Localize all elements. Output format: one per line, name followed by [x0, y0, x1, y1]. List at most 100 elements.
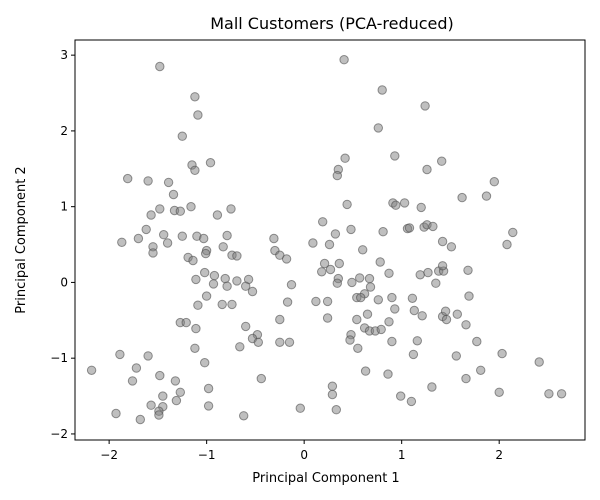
data-point	[322, 313, 333, 323]
data-point	[319, 258, 330, 269]
data-point	[412, 336, 422, 346]
data-point	[404, 223, 415, 233]
data-point	[365, 282, 376, 292]
data-point	[200, 267, 210, 278]
data-point	[464, 291, 474, 301]
data-point	[452, 309, 462, 319]
data-point	[171, 395, 182, 406]
data-point	[422, 164, 432, 175]
data-point	[135, 414, 146, 425]
data-point	[222, 281, 232, 291]
data-point	[362, 309, 373, 319]
x-tick-label: 1	[398, 448, 406, 462]
data-point	[352, 314, 362, 325]
data-point	[190, 343, 200, 353]
x-tick-label: 2	[495, 448, 503, 462]
data-point	[327, 389, 338, 400]
data-point	[437, 156, 447, 166]
data-point	[203, 401, 214, 411]
data-point	[117, 237, 127, 248]
data-point	[481, 191, 492, 201]
y-tick-label: 0	[60, 275, 68, 289]
data-point	[275, 314, 285, 325]
data-point	[175, 206, 186, 216]
data-point	[331, 405, 341, 415]
data-point	[86, 365, 97, 375]
data-point	[461, 373, 471, 384]
data-point	[227, 299, 237, 310]
data-point	[158, 391, 168, 401]
data-point	[168, 189, 179, 200]
data-point	[441, 314, 452, 325]
data-point	[415, 270, 425, 280]
data-point	[111, 408, 121, 419]
data-point	[346, 224, 356, 235]
data-point	[387, 292, 397, 303]
data-point	[408, 349, 419, 360]
data-point	[489, 177, 499, 187]
data-point	[390, 304, 400, 314]
data-point	[181, 317, 191, 328]
data-point	[383, 369, 393, 379]
data-point	[534, 357, 544, 367]
data-point	[476, 365, 486, 375]
data-point	[373, 295, 383, 305]
data-point	[235, 342, 245, 352]
data-point	[428, 221, 438, 232]
data-point	[457, 192, 467, 203]
data-point	[127, 376, 138, 386]
y-axis-label: Principal Component 2	[14, 166, 29, 313]
data-point	[241, 281, 251, 291]
y-tick-label: 1	[60, 200, 68, 214]
y-tick-label: 2	[60, 124, 68, 138]
data-point	[322, 296, 333, 307]
data-point	[378, 227, 388, 237]
data-point	[199, 233, 209, 244]
data-point	[155, 370, 165, 381]
data-point	[332, 170, 342, 181]
data-point	[494, 387, 504, 397]
x-axis-label: Principal Component 1	[252, 471, 399, 486]
data-point	[218, 242, 228, 252]
data-point	[188, 255, 198, 266]
data-point	[325, 264, 336, 275]
data-point	[332, 278, 342, 288]
data-point	[340, 153, 350, 163]
data-point	[377, 85, 387, 95]
data-point	[317, 267, 327, 277]
data-point	[226, 204, 236, 214]
data-point	[508, 227, 518, 238]
x-tick-label: −2	[100, 448, 118, 462]
data-point	[141, 224, 151, 235]
data-point	[232, 276, 242, 286]
data-point	[256, 373, 266, 384]
data-point	[423, 267, 433, 278]
data-point	[201, 291, 212, 301]
data-point	[327, 381, 338, 391]
data-point	[451, 351, 461, 361]
data-point	[387, 336, 397, 347]
data-point	[324, 239, 335, 250]
data-point	[190, 165, 200, 176]
data-point	[148, 248, 158, 258]
data-point	[208, 279, 219, 289]
data-point	[330, 229, 341, 239]
data-point	[191, 274, 201, 285]
data-point	[175, 387, 186, 397]
data-point	[420, 101, 430, 111]
data-point	[170, 376, 181, 386]
data-points	[86, 55, 567, 425]
data-point	[353, 343, 363, 353]
data-point	[399, 198, 410, 208]
data-point	[497, 348, 507, 359]
data-point	[241, 321, 251, 332]
data-point	[143, 176, 153, 186]
data-point	[177, 131, 188, 141]
data-point	[143, 351, 153, 361]
data-point	[239, 411, 249, 421]
data-point	[269, 233, 279, 244]
plot-frame	[74, 39, 586, 441]
data-point	[364, 273, 375, 284]
data-point	[437, 236, 448, 247]
data-point	[347, 277, 357, 288]
